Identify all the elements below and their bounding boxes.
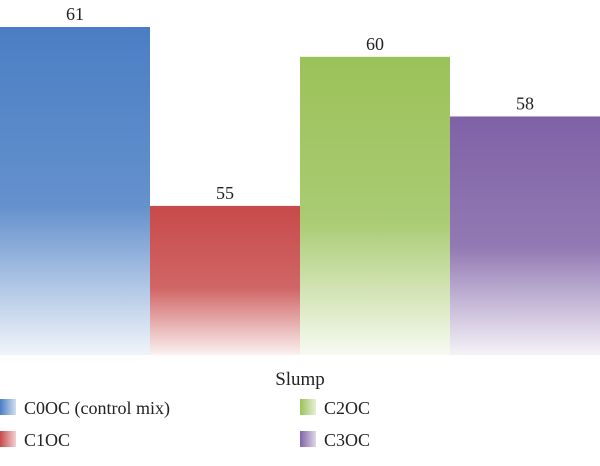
bar-c2oc xyxy=(300,56,450,356)
legend-label-c2oc: C2OC xyxy=(324,398,370,418)
x-axis-label: Slump xyxy=(275,369,325,390)
data-label-c3oc: 58 xyxy=(516,93,534,113)
bar-c0oc xyxy=(0,27,150,355)
legend-swatch-c3oc xyxy=(300,431,316,447)
legend-label-c1oc: C1OC xyxy=(24,430,70,450)
legend-label-c3oc: C3OC xyxy=(324,430,370,450)
legend-swatch-c2oc xyxy=(300,399,316,415)
legend-swatch-c1oc xyxy=(0,431,16,447)
bar-c3oc xyxy=(450,116,600,355)
legend: C0OC (control mix) C1OC C2OC C3OC xyxy=(0,398,370,450)
data-label-c0oc: 61 xyxy=(66,4,84,24)
legend-label-c0oc: C0OC (control mix) xyxy=(24,398,170,419)
data-labels-group: 61 55 60 58 xyxy=(66,4,534,203)
legend-swatch-c0oc xyxy=(0,399,16,415)
bar-c1oc xyxy=(150,205,300,355)
bars-group xyxy=(0,27,600,356)
data-label-c2oc: 60 xyxy=(366,34,384,54)
data-label-c1oc: 55 xyxy=(216,183,234,203)
